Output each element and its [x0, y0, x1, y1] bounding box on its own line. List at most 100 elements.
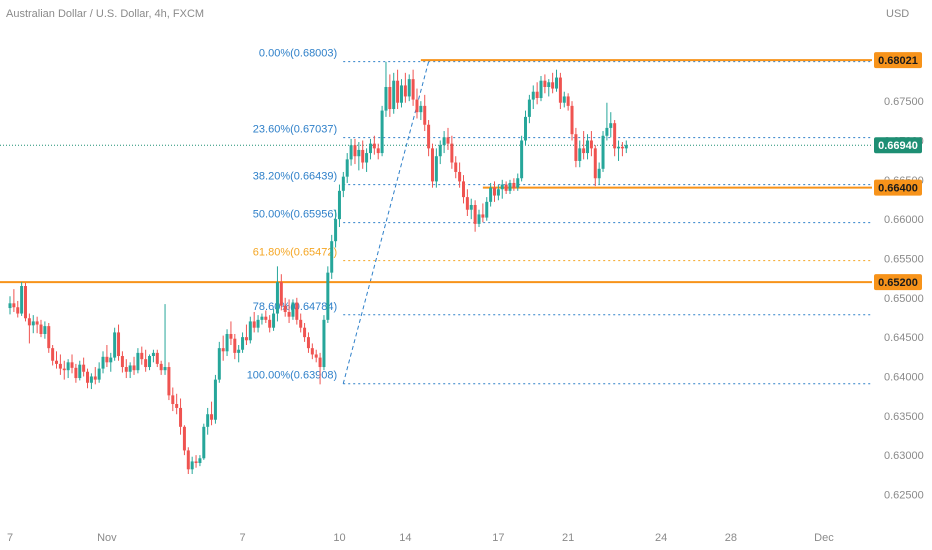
fib-level-label: 100.00%(0.63908) [247, 370, 338, 382]
level-price-tag-text: 0.66400 [878, 183, 918, 195]
time-tick-label: 10 [333, 532, 345, 544]
candle-body [361, 149, 365, 163]
candle-body [427, 124, 431, 149]
time-tick-label: 24 [655, 532, 667, 544]
candle-body [306, 337, 310, 349]
fib-level-label: 0.00%(0.68003) [259, 48, 337, 60]
time-axis[interactable]: 7 Nov 7 10 14 17 21 24 28 Dec [7, 532, 834, 544]
candle-body [500, 184, 504, 190]
time-tick-label: Dec [814, 532, 834, 544]
candle-body [578, 148, 582, 161]
candle-body [24, 286, 28, 319]
fib-level-label: 23.60%(0.67037) [253, 124, 337, 136]
candle-body [97, 368, 101, 380]
price-tick-label: 0.67500 [884, 96, 924, 108]
candle-body [547, 82, 551, 87]
price-axis[interactable]: 0.675000.670000.665000.660000.655000.650… [884, 96, 924, 501]
candle-body [570, 105, 574, 135]
candle-body [388, 86, 392, 110]
candle-body [368, 143, 372, 154]
candle-body [27, 318, 31, 326]
candle-body [182, 426, 186, 451]
candle-body [465, 197, 469, 210]
candle-body [70, 362, 74, 368]
level-price-tag-bg [874, 52, 922, 69]
price-tick-label: 0.63000 [884, 450, 924, 462]
candle-body [217, 348, 221, 380]
candle-body [101, 356, 105, 369]
candle-body [241, 337, 245, 350]
candle-body [485, 201, 489, 218]
candle-body [229, 333, 233, 339]
candle-body [144, 359, 148, 368]
candle-body [291, 302, 295, 317]
candle-body [190, 461, 194, 470]
candle-body [353, 145, 357, 157]
candle-body [148, 356, 152, 368]
fib-level-label: 61.80%(0.65472) [253, 247, 337, 259]
candle-body [524, 116, 528, 141]
candle-body [496, 189, 500, 196]
candle-body [62, 368, 66, 371]
candle-body [237, 349, 241, 353]
candle-body [442, 137, 446, 146]
level-price-tag-text: 0.68021 [878, 55, 918, 67]
horizontal-levels[interactable] [0, 59, 872, 284]
candle-body [140, 352, 144, 360]
candle-body [558, 77, 562, 103]
candle-body [384, 86, 388, 111]
candle-body [225, 333, 229, 352]
candle-body [194, 461, 198, 464]
candle-body [349, 145, 353, 160]
fibonacci-retracement[interactable]: 0.00%(0.68003) 23.60%(0.67037) 38.20%(0.66… [247, 48, 872, 385]
candle-body [93, 376, 97, 380]
candle-body [392, 80, 396, 110]
candle-body [252, 321, 256, 328]
candle-body [124, 367, 128, 372]
candle-body [531, 91, 535, 100]
candle-body [605, 127, 609, 136]
candle-body [318, 357, 322, 368]
candle-body [415, 99, 419, 113]
candle-body [275, 282, 279, 314]
candle-body [136, 352, 140, 371]
candle-body [555, 77, 559, 89]
candle-body [43, 326, 47, 334]
candle-body [248, 321, 252, 341]
time-tick-label: 21 [562, 532, 574, 544]
price-tick-label: 0.64000 [884, 371, 924, 383]
candle-body [175, 404, 179, 408]
price-tick-label: 0.62500 [884, 489, 924, 501]
price-tick-label: 0.65000 [884, 293, 924, 305]
candle-body [586, 140, 590, 154]
candle-body [574, 134, 578, 161]
candle-body [109, 357, 113, 363]
candle-body [264, 316, 268, 320]
candle-body [489, 187, 493, 202]
candle-body [206, 414, 210, 427]
price-tags: 0.68021 0.66400 0.65200 0.66940 [874, 52, 922, 291]
candle-body [593, 148, 597, 179]
candle-body [566, 96, 570, 106]
candle-body [171, 395, 175, 405]
candle-body [202, 426, 206, 459]
candle-body [423, 105, 427, 125]
candle-body [461, 181, 465, 198]
candle-body [551, 82, 555, 89]
candle-body [624, 145, 628, 149]
candle-body [8, 303, 12, 309]
candle-body [120, 356, 124, 368]
candle-body [167, 367, 171, 396]
candle-body [113, 332, 117, 358]
candle-body [341, 176, 345, 191]
candle-body [419, 105, 423, 113]
candle-body [20, 286, 24, 314]
candle-body [210, 414, 214, 420]
price-tick-label: 0.63500 [884, 411, 924, 423]
price-tick-label: 0.65500 [884, 253, 924, 265]
candle-body [477, 214, 481, 224]
candle-body [295, 302, 299, 320]
candle-body [16, 307, 20, 314]
